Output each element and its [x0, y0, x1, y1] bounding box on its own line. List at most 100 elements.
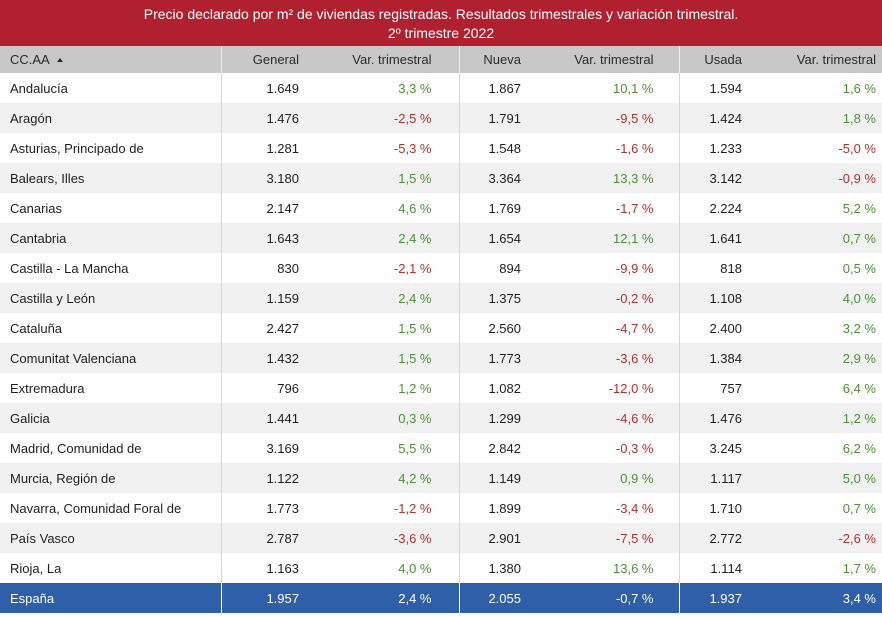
total-general-price: 1.957 — [220, 583, 309, 613]
general-price: 2.147 — [220, 193, 309, 223]
new-price: 2.842 — [458, 433, 531, 463]
used-variation: 6,2 % — [842, 440, 876, 456]
region-name: Extremadura — [10, 380, 85, 396]
new-price: 1.299 — [458, 403, 531, 433]
region-name: Murcia, Región de — [10, 470, 116, 486]
general-variation: -1,2 % — [393, 500, 432, 516]
table-row: Andalucía 1.649 3,3 % 1.867 10,1 % 1.594… — [0, 73, 882, 103]
new-price: 1.380 — [458, 553, 531, 583]
general-price: 1.281 — [220, 133, 309, 163]
new-variation: -12,0 % — [608, 380, 654, 396]
new-variation: 13,3 % — [613, 170, 654, 186]
used-variation: 6,4 % — [842, 380, 876, 396]
used-variation: 1,6 % — [842, 80, 876, 96]
table-title: Precio declarado por m² de viviendas reg… — [143, 6, 739, 22]
used-price: 2.400 — [678, 313, 752, 343]
new-price: 2.901 — [458, 523, 531, 553]
used-variation: -5,0 % — [838, 140, 876, 156]
used-variation: 2,9 % — [842, 350, 876, 366]
column-header-new[interactable]: Nueva — [458, 46, 531, 73]
new-price: 1.773 — [458, 343, 531, 373]
new-price: 1.375 — [458, 283, 531, 313]
general-price: 1.441 — [220, 403, 309, 433]
used-variation: 0,7 % — [842, 230, 876, 246]
new-variation: -1,6 % — [615, 140, 654, 156]
general-price: 796 — [220, 373, 309, 403]
total-general-variation: 2,4 % — [398, 590, 432, 606]
new-variation: -1,7 % — [615, 200, 654, 216]
column-header-new-variation[interactable]: Var. trimestral — [531, 46, 679, 73]
general-price: 2.787 — [220, 523, 309, 553]
used-price: 1.114 — [678, 553, 752, 583]
sort-ascending-icon — [56, 58, 63, 62]
region-name: Balears, Illes — [10, 170, 85, 186]
used-price: 1.641 — [678, 223, 752, 253]
new-price: 1.654 — [458, 223, 531, 253]
general-price: 1.163 — [220, 553, 309, 583]
table-row: Asturias, Principado de 1.281 -5,3 % 1.5… — [0, 133, 882, 163]
general-price: 1.649 — [220, 73, 309, 103]
new-price: 1.149 — [458, 463, 531, 493]
general-price: 3.180 — [220, 163, 309, 193]
used-price: 3.245 — [678, 433, 752, 463]
column-header-label: CC.AA — [10, 52, 50, 67]
used-variation: 5,0 % — [842, 470, 876, 486]
table-row: Galicia 1.441 0,3 % 1.299 -4,6 % 1.476 1… — [0, 403, 882, 433]
table-row: Castilla y León 1.159 2,4 % 1.375 -0,2 %… — [0, 283, 882, 313]
used-price: 1.424 — [678, 103, 752, 133]
general-price: 1.643 — [220, 223, 309, 253]
new-price: 1.899 — [458, 493, 531, 523]
used-variation: 1,8 % — [842, 110, 876, 126]
new-price: 3.364 — [458, 163, 531, 193]
new-price: 2.560 — [458, 313, 531, 343]
price-table: CC.AA General Var. trimestral Nueva Var.… — [0, 46, 882, 613]
new-variation: -4,7 % — [615, 320, 654, 336]
used-price: 2.224 — [678, 193, 752, 223]
table-row: Cantabria 1.643 2,4 % 1.654 12,1 % 1.641… — [0, 223, 882, 253]
general-price: 1.159 — [220, 283, 309, 313]
total-row: España 1.957 2,4 % 2.055 -0,7 % 1.937 3,… — [0, 583, 882, 613]
used-variation: 5,2 % — [842, 200, 876, 216]
table-row: Navarra, Comunidad Foral de 1.773 -1,2 %… — [0, 493, 882, 523]
new-variation: -9,5 % — [615, 110, 654, 126]
new-price: 1.867 — [458, 73, 531, 103]
region-name: Galicia — [10, 410, 50, 426]
used-price: 1.117 — [678, 463, 752, 493]
region-name: Rioja, La — [10, 560, 62, 576]
general-variation: -2,1 % — [393, 260, 432, 276]
general-variation: -2,5 % — [393, 110, 432, 126]
table-subtitle: 2º trimestre 2022 — [387, 25, 495, 41]
general-price: 830 — [220, 253, 309, 283]
general-price: 1.773 — [220, 493, 309, 523]
total-new-price: 2.055 — [458, 583, 531, 613]
new-variation: -4,6 % — [615, 410, 654, 426]
column-header-used-variation[interactable]: Var. trimestral — [752, 46, 882, 73]
new-price: 1.769 — [458, 193, 531, 223]
column-header-general-variation[interactable]: Var. trimestral — [309, 46, 459, 73]
used-price: 757 — [678, 373, 752, 403]
new-variation: 12,1 % — [613, 230, 654, 246]
used-price: 3.142 — [678, 163, 752, 193]
used-price: 1.594 — [678, 73, 752, 103]
used-variation: 0,7 % — [842, 500, 876, 516]
table-row: Madrid, Comunidad de 3.169 5,5 % 2.842 -… — [0, 433, 882, 463]
used-price: 1.476 — [678, 403, 752, 433]
new-variation: 10,1 % — [613, 80, 654, 96]
general-price: 3.169 — [220, 433, 309, 463]
column-header-ccaa[interactable]: CC.AA — [0, 46, 221, 73]
used-price: 1.384 — [678, 343, 752, 373]
table-row: Aragón 1.476 -2,5 % 1.791 -9,5 % 1.424 1… — [0, 103, 882, 133]
column-header-general[interactable]: General — [220, 46, 309, 73]
used-variation: 0,5 % — [842, 260, 876, 276]
used-variation: 4,0 % — [842, 290, 876, 306]
table-row: País Vasco 2.787 -3,6 % 2.901 -7,5 % 2.7… — [0, 523, 882, 553]
general-variation: 1,5 % — [398, 320, 432, 336]
total-region-name: España — [10, 590, 55, 606]
new-variation: -7,5 % — [615, 530, 654, 546]
new-variation: 13,6 % — [613, 560, 654, 576]
table-row: Murcia, Región de 1.122 4,2 % 1.149 0,9 … — [0, 463, 882, 493]
general-variation: 3,3 % — [398, 80, 432, 96]
new-price: 894 — [458, 253, 531, 283]
column-header-used[interactable]: Usada — [678, 46, 752, 73]
general-variation: 2,4 % — [398, 290, 432, 306]
